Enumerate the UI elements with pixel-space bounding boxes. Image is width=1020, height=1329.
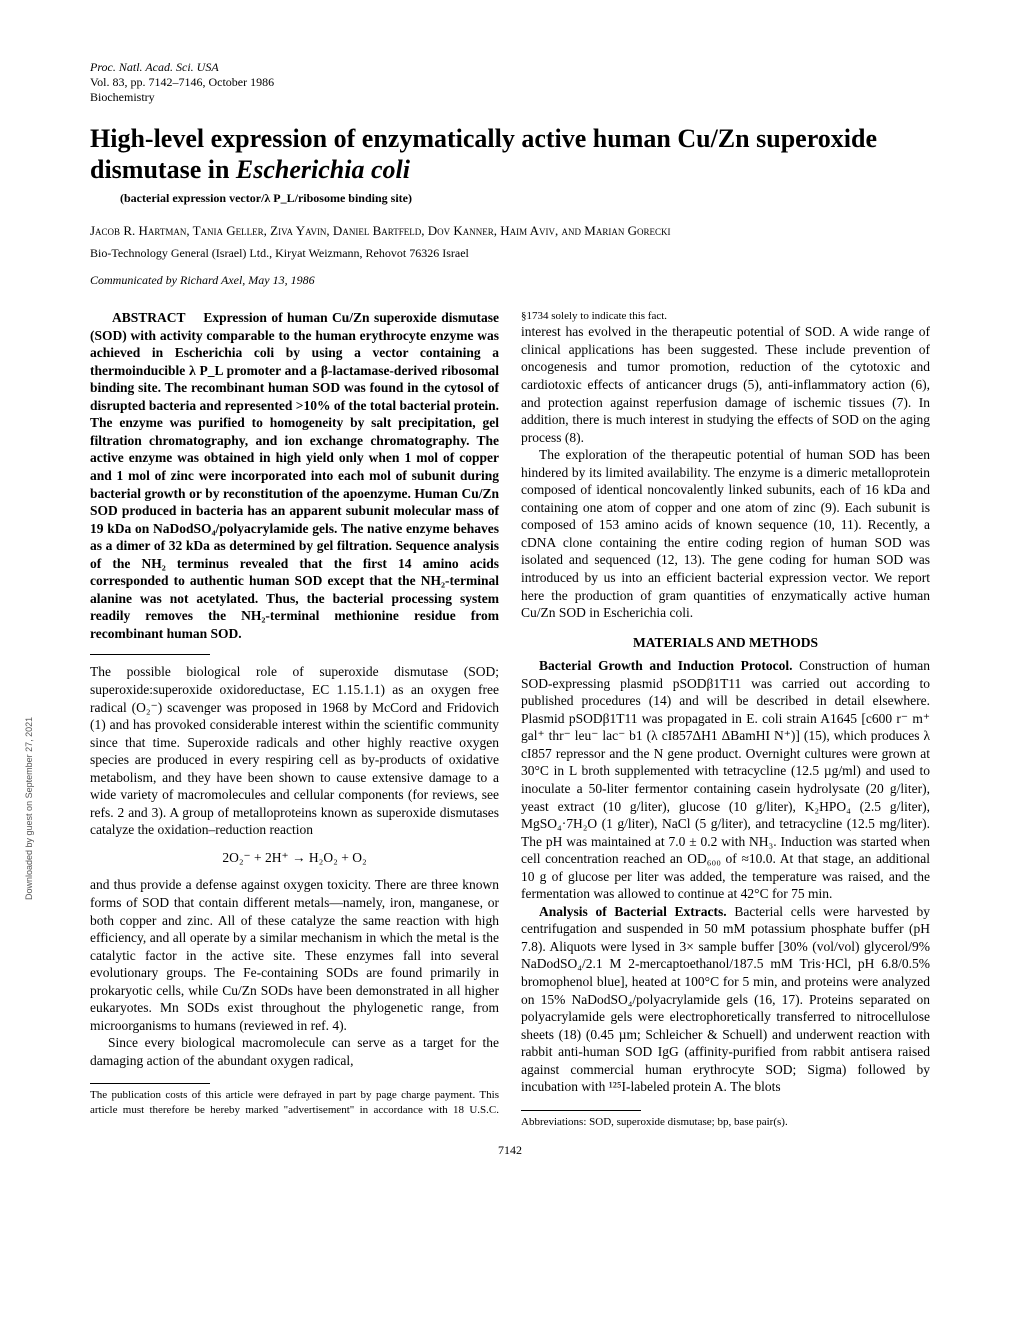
intro-p4: interest has evolved in the therapeutic … xyxy=(521,323,930,446)
article-title: High-level expression of enzymatically a… xyxy=(90,123,930,185)
footnote-right: Abbreviations: SOD, superoxide dismutase… xyxy=(521,1115,930,1129)
download-watermark: Downloaded by guest on September 27, 202… xyxy=(24,717,36,900)
page-number: 7142 xyxy=(90,1143,930,1159)
footnote-rule-right xyxy=(521,1110,641,1111)
abstract-label: ABSTRACT xyxy=(112,310,186,325)
meta-line-1: Proc. Natl. Acad. Sci. USA xyxy=(90,60,930,75)
intro-p3: Since every biological macromolecule can… xyxy=(90,1034,499,1069)
methods-sub1: Bacterial Growth and Induction Protocol.… xyxy=(521,657,930,903)
abstract-text: Expression of human Cu/Zn superoxide dis… xyxy=(90,310,499,641)
intro-p2: and thus provide a defense against oxyge… xyxy=(90,876,499,1034)
abstract-block: ABSTRACT Expression of human Cu/Zn super… xyxy=(90,309,499,642)
footnote-rule-left xyxy=(90,1083,210,1084)
affiliation: Bio-Technology General (Israel) Ltd., Ki… xyxy=(90,246,930,262)
journal-meta: Proc. Natl. Acad. Sci. USA Vol. 83, pp. … xyxy=(90,60,930,105)
methods-sub2-body: Bacterial cells were harvested by centri… xyxy=(521,904,930,1094)
methods-sub2-label: Analysis of Bacterial Extracts. xyxy=(539,904,727,919)
communicated-by: Communicated by Richard Axel, May 13, 19… xyxy=(90,273,930,289)
methods-heading: MATERIALS AND METHODS xyxy=(521,634,930,652)
intro-p1: The possible biological role of superoxi… xyxy=(90,663,499,838)
meta-line-2: Vol. 83, pp. 7142–7146, October 1986 xyxy=(90,75,930,90)
authors: Jacob R. Hartman, Tania Geller, Ziva Yav… xyxy=(90,223,930,240)
intro-p5: The exploration of the therapeutic poten… xyxy=(521,446,930,621)
methods-sub2: Analysis of Bacterial Extracts. Bacteria… xyxy=(521,903,930,1096)
meta-line-3: Biochemistry xyxy=(90,90,930,105)
reaction-equation: 2O₂⁻ + 2H⁺ → H₂O₂ + O₂ xyxy=(90,849,499,867)
body-two-column: ABSTRACT Expression of human Cu/Zn super… xyxy=(90,309,930,1129)
article-subtitle: (bacterial expression vector/λ P_L/ribos… xyxy=(90,191,930,207)
methods-sub1-body: Construction of human SOD-expressing pla… xyxy=(521,658,930,901)
methods-sub1-label: Bacterial Growth and Induction Protocol. xyxy=(539,658,792,673)
abstract-separator xyxy=(90,654,210,655)
